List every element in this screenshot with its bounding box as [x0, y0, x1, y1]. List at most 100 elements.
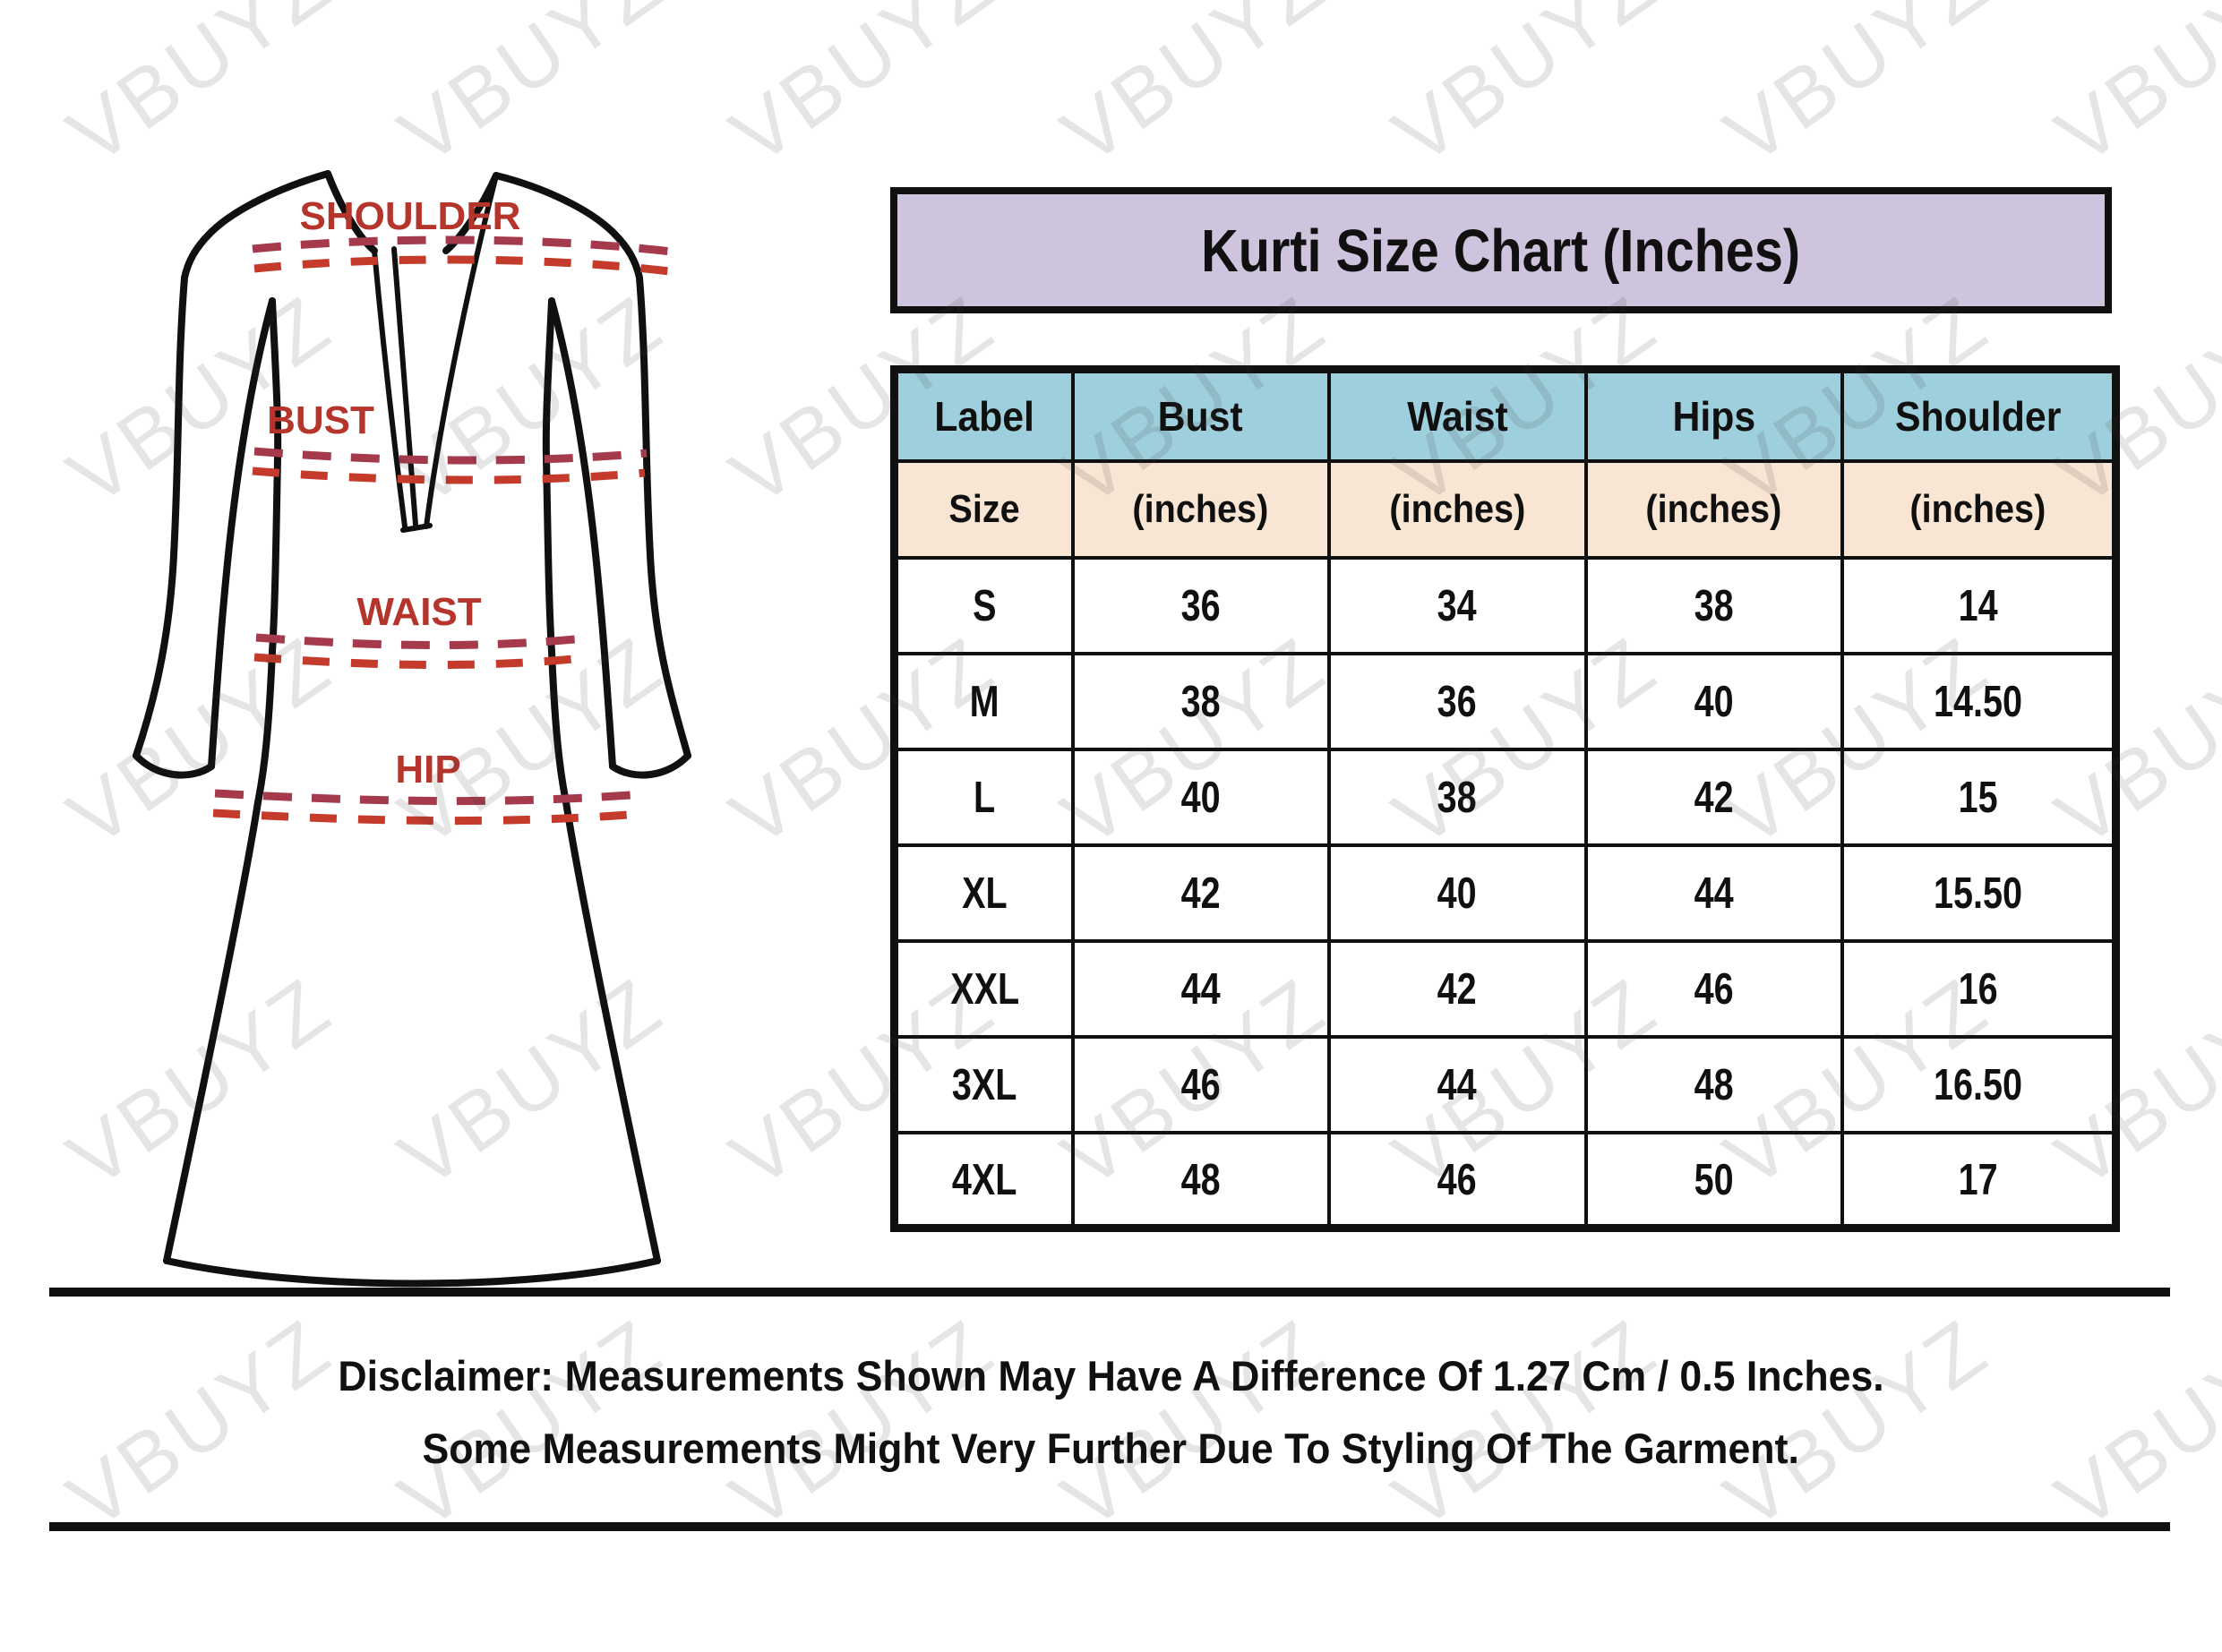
col-header-label-text: Label [934, 392, 1035, 440]
disclaimer-line-1: Disclaimer: Measurements Shown May Have … [0, 1340, 2222, 1412]
value-cell-xxl-1-text: 44 [1180, 963, 1221, 1014]
right-sleeve-outer-line [493, 172, 691, 759]
size-cell-s-0-text: S [973, 580, 997, 630]
right-cuff-line [609, 752, 691, 779]
hip-dash-line-2 [212, 809, 630, 826]
value-cell-xxl-4-text: 16 [1958, 963, 1998, 1014]
col-header-waist: Waist [1326, 367, 1588, 463]
value-cell-xxl-4: 16 [1840, 938, 2118, 1039]
col-header-waist-text: Waist [1406, 392, 1508, 440]
shoulder-dash-line-1 [252, 235, 680, 257]
size-cell-l-0: L [892, 747, 1075, 847]
value-cell-xl-3: 44 [1583, 843, 1844, 943]
table-row-xl: XL 42 40 44 15.50 [892, 843, 2118, 943]
size-cell-4xl-0-text: 4XL [951, 1154, 1017, 1204]
slit-bottom-notch [400, 523, 433, 533]
divider-rule-top [49, 1288, 2170, 1297]
value-cell-4xl-4-text: 17 [1958, 1154, 1998, 1204]
size-table: Label Bust Waist Hips Shoulder Size (inches) (i… [890, 365, 2120, 1232]
right-sleeve-inner-line [548, 297, 616, 770]
value-cell-xl-2: 40 [1326, 843, 1588, 943]
size-cell-xxl-0-text: XXL [949, 963, 1019, 1014]
value-cell-xxl-2: 42 [1326, 938, 1588, 1039]
value-cell-s-3-text: 38 [1694, 580, 1734, 630]
value-cell-3xl-1: 46 [1070, 1034, 1331, 1134]
units-cell-2-text: (inches) [1389, 486, 1525, 531]
value-cell-s-2: 34 [1326, 555, 1588, 655]
shoulder-label: SHOULDER [300, 194, 521, 238]
value-cell-4xl-2-text: 46 [1437, 1154, 1477, 1204]
value-cell-s-1-text: 36 [1180, 580, 1221, 630]
value-cell-4xl-3: 50 [1583, 1130, 1844, 1230]
units-cell-4: (inches) [1840, 458, 2118, 560]
measurement-guides [212, 235, 680, 826]
col-header-bust-text: Bust [1157, 392, 1244, 440]
col-header-hips: Hips [1583, 367, 1844, 463]
value-cell-3xl-4-text: 16.50 [1933, 1059, 2022, 1109]
size-cell-m-0: M [892, 651, 1075, 751]
size-cell-3xl-0-text: 3XL [951, 1059, 1017, 1109]
value-cell-xl-3-text: 44 [1694, 868, 1734, 918]
value-cell-s-3: 38 [1583, 555, 1844, 655]
disclaimer-text-1: Disclaimer: Measurements Shown May Have … [338, 1352, 1884, 1399]
disclaimer: Disclaimer: Measurements Shown May Have … [0, 1340, 2222, 1485]
bust-label: BUST [267, 398, 374, 442]
bust-dash-line-2 [252, 466, 646, 484]
units-cell-0: Size [892, 458, 1075, 560]
col-header-hips-text: Hips [1672, 392, 1755, 440]
value-cell-xl-2-text: 40 [1437, 868, 1477, 918]
value-cell-l-2: 38 [1326, 747, 1588, 847]
size-cell-xl-0: XL [892, 843, 1075, 943]
watermark-text: VBUYZ [1377, 0, 1674, 183]
title-bar: Kurti Size Chart (Inches) [890, 187, 2112, 313]
hem-line [163, 1257, 661, 1288]
value-cell-l-4: 15 [1840, 747, 2118, 847]
size-cell-m-0-text: M [969, 676, 999, 726]
value-cell-l-1-text: 40 [1180, 772, 1221, 822]
divider-rule-bottom [49, 1522, 2170, 1531]
value-cell-l-4-text: 15 [1958, 772, 1998, 822]
units-cell-3: (inches) [1583, 458, 1844, 560]
watermark-text: VBUYZ [383, 0, 680, 183]
value-cell-3xl-2-text: 44 [1437, 1059, 1477, 1109]
table-units-row: Size (inches) (inches) (inches) (inches) [892, 458, 2118, 560]
value-cell-xl-1-text: 42 [1180, 868, 1221, 918]
kurti-illustration: SHOULDER BUST WAIST HIP [133, 170, 691, 1288]
value-cell-3xl-1-text: 46 [1180, 1059, 1221, 1109]
hip-dash-line-1 [214, 789, 631, 806]
watermark-text: VBUYZ [2040, 0, 2222, 183]
value-cell-xl-4-text: 15.50 [1933, 868, 2022, 918]
size-table-head: Label Bust Waist Hips Shoulder Size (inches) (i… [892, 367, 2118, 560]
value-cell-xl-4: 15.50 [1840, 843, 2118, 943]
value-cell-l-1: 40 [1070, 747, 1331, 847]
units-cell-0-text: Size [948, 486, 1020, 531]
size-cell-s-0: S [892, 555, 1075, 655]
slit-right-line [424, 173, 499, 529]
waist-dash-line-1 [255, 633, 576, 650]
value-cell-m-1-text: 38 [1180, 676, 1221, 726]
col-header-shoulder-text: Shoulder [1894, 392, 2061, 440]
table-row-l: L 40 38 42 15 [892, 747, 2118, 847]
value-cell-xxl-3-text: 46 [1694, 963, 1734, 1014]
right-body-seam-line [542, 297, 661, 1264]
value-cell-m-1: 38 [1070, 651, 1331, 751]
value-cell-3xl-4: 16.50 [1840, 1034, 2118, 1134]
value-cell-xxl-2-text: 42 [1437, 963, 1477, 1014]
value-cell-s-4: 14 [1840, 555, 2118, 655]
units-cell-1-text: (inches) [1132, 486, 1269, 531]
left-cuff-line [133, 752, 215, 779]
value-cell-4xl-3-text: 50 [1694, 1154, 1734, 1204]
value-cell-s-4-text: 14 [1958, 580, 1998, 630]
table-row-4xl: 4XL 48 46 50 17 [892, 1130, 2118, 1230]
value-cell-4xl-1: 48 [1070, 1130, 1331, 1230]
left-sleeve-inner-line [208, 297, 276, 770]
value-cell-4xl-4: 17 [1840, 1130, 2118, 1230]
table-header-row: Label Bust Waist Hips Shoulder [892, 367, 2118, 463]
size-cell-xl-0-text: XL [961, 868, 1008, 918]
table-row-s: S 36 34 38 14 [892, 555, 2118, 655]
units-cell-2: (inches) [1326, 458, 1588, 560]
col-header-shoulder: Shoulder [1840, 367, 2118, 463]
value-cell-m-2-text: 36 [1437, 676, 1477, 726]
value-cell-m-4-text: 14.50 [1933, 676, 2022, 726]
watermark-text: VBUYZ [1046, 0, 1343, 183]
